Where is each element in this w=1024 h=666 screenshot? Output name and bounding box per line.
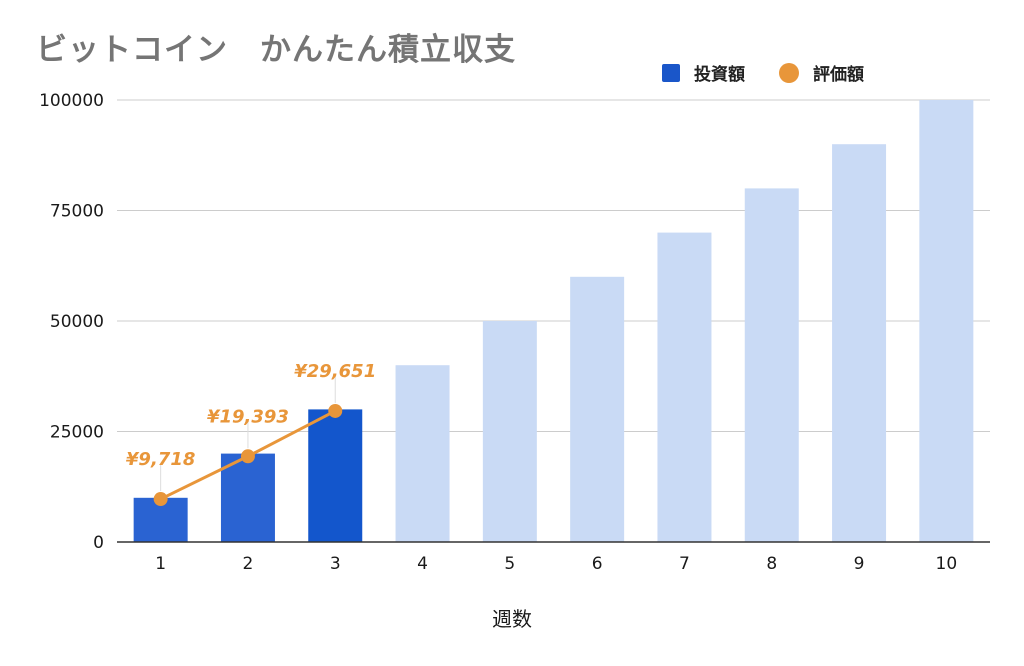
x-tick-label: 3 xyxy=(330,554,341,574)
y-tick-label: 0 xyxy=(93,533,104,553)
y-tick-label: 75000 xyxy=(50,202,104,222)
x-tick-label: 7 xyxy=(679,554,690,574)
legend-label-valuation: 評価額 xyxy=(813,65,864,85)
bar xyxy=(832,144,887,542)
bar xyxy=(482,321,537,542)
valuation-point xyxy=(328,403,343,418)
y-tick-label: 50000 xyxy=(50,312,104,332)
bar xyxy=(570,276,625,542)
bar xyxy=(657,232,712,542)
y-tick-label: 25000 xyxy=(50,423,104,443)
x-tick-label: 4 xyxy=(417,554,428,574)
y-tick-label: 100000 xyxy=(39,91,104,111)
x-tick-label: 2 xyxy=(243,554,254,574)
chart-title: ビットコイン かんたん積立収支 xyxy=(36,32,516,68)
x-tick-label: 1 xyxy=(155,554,166,574)
x-tick-label: 5 xyxy=(504,554,515,574)
data-label: ¥9,718 xyxy=(126,449,195,470)
valuation-point xyxy=(240,449,255,464)
bar xyxy=(220,453,275,542)
bar xyxy=(919,100,974,542)
legend-swatch-investment xyxy=(662,63,680,82)
bar xyxy=(308,409,363,542)
x-tick-label: 9 xyxy=(854,554,865,574)
data-label: ¥29,651 xyxy=(294,361,376,382)
x-tick-label: 8 xyxy=(766,554,777,574)
bar xyxy=(395,365,450,542)
legend-item-valuation[interactable]: 評価額 xyxy=(779,60,864,85)
x-axis-title: 週数 xyxy=(492,607,532,631)
legend-item-investment[interactable]: 投資額 xyxy=(662,60,745,85)
bar xyxy=(744,188,799,542)
legend-swatch-valuation xyxy=(779,62,799,83)
x-tick-label: 6 xyxy=(592,554,603,574)
legend-label-investment: 投資額 xyxy=(694,65,745,85)
valuation-point xyxy=(153,492,168,507)
legend: 投資額 評価額 xyxy=(662,60,864,85)
data-label: ¥19,393 xyxy=(207,406,289,427)
x-tick-label: 10 xyxy=(936,554,958,574)
